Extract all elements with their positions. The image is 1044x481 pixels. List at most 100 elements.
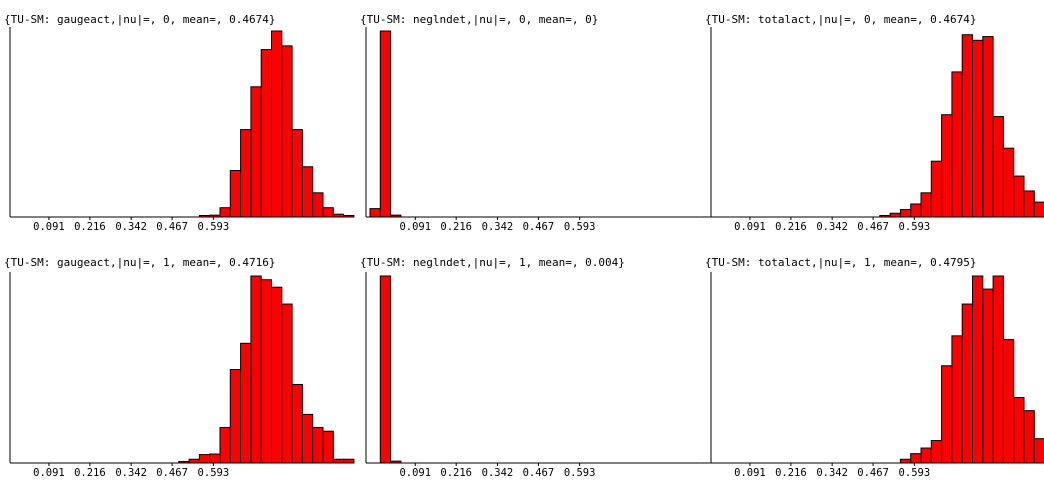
histogram-bar [961,303,974,464]
x-tick-label: 0.467 [156,467,188,479]
histogram-bar [992,275,1004,464]
x-tick-label: 0.467 [857,221,889,233]
x-tick-label: 0.091 [399,221,431,233]
x-tick-label: 0.593 [198,221,230,233]
x-tick-label: 0.593 [899,221,931,233]
x-tick-label: 0.216 [74,221,106,233]
x-tick-label: 0.342 [115,467,147,479]
histogram-panel: {TU-SM: totalact,|nu|=, 1, mean=, 0.4795… [705,256,1044,479]
histogram-bar [250,86,262,218]
histogram-bar [343,458,355,464]
histogram-bar [240,342,252,464]
x-tick-label: 0.593 [899,467,931,479]
histogram-bar [229,369,242,464]
histogram-bar [229,170,242,218]
histogram-bar [1023,410,1035,464]
panel-title: {TU-SM: totalact,|nu|=, 1, mean=, 0.4795… [705,256,977,269]
x-tick-label: 0.467 [156,221,188,233]
x-tick-label: 0.467 [857,467,889,479]
histogram-bar [322,207,334,218]
histogram-bar [219,426,231,464]
histogram-bar [271,30,283,218]
histogram-bar [390,460,402,464]
histogram-bar [379,30,392,218]
x-tick-label: 0.216 [440,221,472,233]
histogram-bar [250,275,262,464]
histogram-bar [961,34,974,218]
histogram-bar [312,426,324,464]
histogram-bar [930,160,943,218]
histogram-bar [920,447,932,464]
histogram-bar [198,454,211,464]
histogram-bar [941,365,953,464]
histogram-bar [1033,201,1044,218]
x-tick-label: 0.593 [198,467,230,479]
histogram-bar [312,192,324,218]
x-tick-label: 0.216 [74,467,106,479]
histogram-bar [879,215,891,218]
histogram-bar [1013,397,1025,464]
histogram-bar [930,440,943,464]
histogram-bar [178,461,190,464]
histogram-bar [240,129,252,218]
x-tick-label: 0.467 [523,221,555,233]
histogram-bar [291,129,303,218]
histogram-bar [322,430,334,464]
histogram-bar [332,458,345,464]
x-tick-label: 0.091 [399,467,431,479]
x-tick-label: 0.342 [816,467,848,479]
histogram-bar [209,453,221,464]
histogram-panel: {TU-SM: neglndet,|nu|=, 1, mean=, 0.004}… [360,256,793,479]
x-tick-label: 0.091 [33,467,65,479]
histogram-bar [332,213,345,218]
histogram-bar [899,209,912,218]
x-tick-label: 0.216 [775,221,807,233]
x-tick-label: 0.467 [523,467,555,479]
panel-title: {TU-SM: totalact,|nu|=, 0, mean=, 0.4674… [705,13,977,26]
histogram-bar [301,166,314,218]
histogram-bar [992,116,1004,218]
x-tick-label: 0.342 [115,221,147,233]
histogram-bar [1023,190,1035,218]
histogram-bar [972,275,984,464]
histogram-panel: {TU-SM: gaugeact,|nu|=, 1, mean=, 0.4716… [4,256,355,479]
histogram-bar [1002,147,1015,218]
histogram-bar [1033,438,1044,464]
histogram-bar [910,453,922,464]
histogram-bar [369,208,381,218]
histogram-bar [188,458,200,464]
x-tick-label: 0.216 [775,467,807,479]
histogram-bar [260,49,273,218]
histogram-panel: {TU-SM: gaugeact,|nu|=, 0, mean=, 0.4674… [4,13,355,233]
histogram-bar [301,413,314,464]
panel-title: {TU-SM: gaugeact,|nu|=, 1, mean=, 0.4716… [4,256,276,269]
histogram-bar [982,288,994,464]
histogram-bar [219,207,231,218]
histogram-bar [281,303,293,464]
histogram-bar [198,215,211,218]
histogram-panel: {TU-SM: totalact,|nu|=, 0, mean=, 0.4674… [705,13,1044,233]
x-tick-label: 0.593 [564,467,596,479]
histogram-bar [343,215,355,218]
histogram-panel: {TU-SM: neglndet,|nu|=, 0, mean=, 0} 0.09… [360,13,793,233]
histogram-bar [390,214,402,218]
x-tick-label: 0.342 [482,467,514,479]
panel-title: {TU-SM: neglndet,|nu|=, 0, mean=, 0} [360,13,598,26]
histogram-bar [951,71,963,218]
histogram-bar [1013,175,1025,218]
x-tick-label: 0.342 [482,221,514,233]
x-tick-label: 0.216 [440,467,472,479]
x-tick-label: 0.091 [734,221,766,233]
histogram-bar [910,203,922,218]
histogram-bar [260,279,273,464]
histogram-bar [281,45,293,218]
panel-title: {TU-SM: neglndet,|nu|=, 1, mean=, 0.004} [360,256,625,269]
histogram-bar [941,114,953,218]
x-tick-label: 0.091 [734,467,766,479]
histogram-bar [379,275,392,464]
x-tick-label: 0.593 [564,221,596,233]
histogram-bar [899,458,912,464]
x-tick-label: 0.342 [816,221,848,233]
panel-title: {TU-SM: gaugeact,|nu|=, 0, mean=, 0.4674… [4,13,276,26]
